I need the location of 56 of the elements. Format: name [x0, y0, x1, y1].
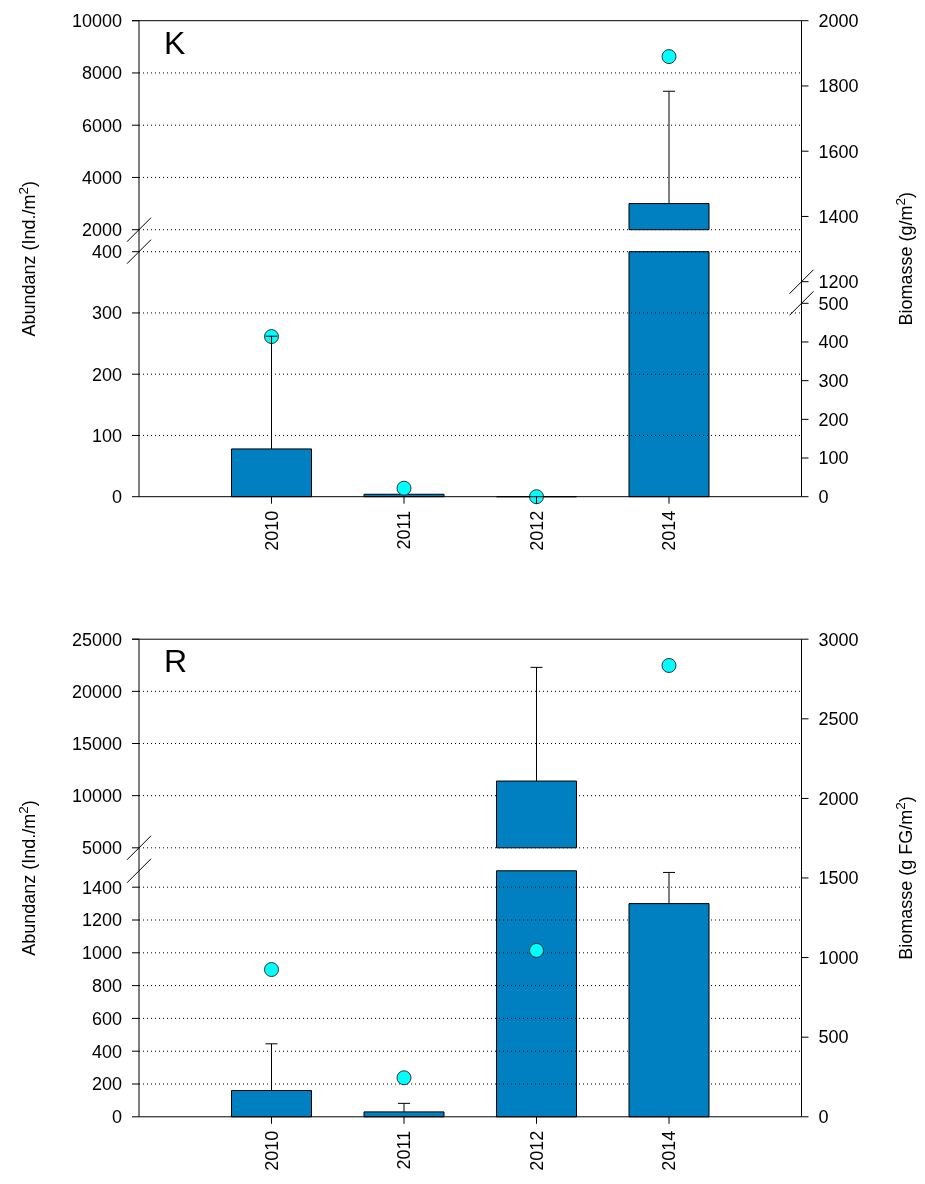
y-tick-label: 200	[91, 1074, 122, 1095]
y2-tick-label: 2000	[818, 788, 859, 809]
point	[529, 942, 544, 958]
y2-tick-label: 1500	[818, 868, 859, 889]
y-tick-label: 100	[91, 425, 122, 446]
y-tick-label: 10000	[71, 785, 122, 806]
y-tick-label: 20000	[71, 681, 122, 702]
y-tick-label: 2000	[81, 220, 122, 240]
y2-tick-label: 0	[818, 487, 829, 507]
x-tick-label: 2012	[526, 510, 547, 551]
point	[396, 480, 412, 496]
y2-tick-label: 1400	[818, 206, 859, 227]
x-tick-label: 2014	[659, 510, 680, 551]
y2-tick-label: 1800	[818, 76, 859, 97]
x-tick-label: 2011	[394, 1130, 415, 1170]
y-tick-label: 800	[91, 975, 122, 996]
x-tick-label: 2011	[394, 510, 415, 550]
point	[396, 1070, 412, 1086]
y-tick-label: 4000	[81, 167, 122, 188]
y-tick-label: 1400	[81, 877, 122, 898]
x-tick-label: 2014	[659, 1130, 680, 1171]
y2-tick-label: 100	[818, 448, 849, 469]
y-tick-label: 25000	[71, 629, 122, 650]
y2-tick-label: 400	[818, 332, 849, 353]
x-tick-label: 2010	[261, 1130, 282, 1171]
y2-tick-label: 2500	[818, 709, 859, 730]
y-tick-label: 200	[91, 364, 122, 385]
y-tick-label: 1000	[81, 943, 122, 964]
y-tick-label: 1200	[81, 910, 122, 931]
x-tick-label: 2010	[261, 510, 282, 551]
y2-tick-label: 200	[818, 409, 849, 430]
chart-title: K	[164, 24, 186, 61]
y2-tick-label: 500	[818, 1027, 849, 1048]
y-tick-label: 400	[91, 1041, 122, 1062]
y-tick-label: 0	[111, 487, 122, 507]
y-tick-label: 300	[91, 303, 122, 324]
y-tick-label: 8000	[81, 63, 122, 84]
y-tick-label: 10000	[71, 11, 122, 31]
y2-tick-label: 0	[818, 1107, 829, 1128]
y-tick-label: 15000	[71, 733, 122, 754]
y2-tick-label: 1000	[818, 947, 859, 968]
y2-tick-label: 3000	[818, 629, 859, 650]
y2-tick-label: 1200	[818, 272, 859, 292]
y-tick-label: 0	[111, 1107, 122, 1128]
y-tick-label: 400	[91, 242, 122, 262]
chart-title: R	[164, 643, 188, 680]
y2-tick-label: 500	[818, 293, 849, 314]
y-tick-label: 6000	[81, 115, 122, 136]
y-tick-label: 600	[91, 1008, 122, 1029]
point	[529, 489, 544, 505]
point	[264, 962, 279, 978]
x-tick-label: 2012	[526, 1130, 547, 1171]
y2-tick-label: 2000	[818, 11, 859, 31]
y2-tick-label: 1600	[818, 141, 859, 162]
y2-tick-label: 300	[818, 370, 849, 391]
y-tick-label: 5000	[81, 838, 122, 859]
